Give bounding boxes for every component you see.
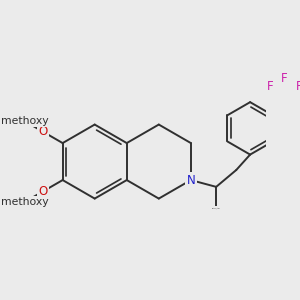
Text: N: N	[187, 174, 195, 187]
Text: F: F	[266, 80, 273, 93]
Text: F: F	[296, 80, 300, 93]
Text: methoxy: methoxy	[1, 197, 48, 207]
Text: F: F	[281, 72, 288, 85]
Text: O: O	[38, 125, 47, 138]
Text: methyl_stub: methyl_stub	[212, 208, 220, 209]
Text: methoxy: methoxy	[1, 116, 48, 126]
Text: O: O	[38, 185, 47, 198]
